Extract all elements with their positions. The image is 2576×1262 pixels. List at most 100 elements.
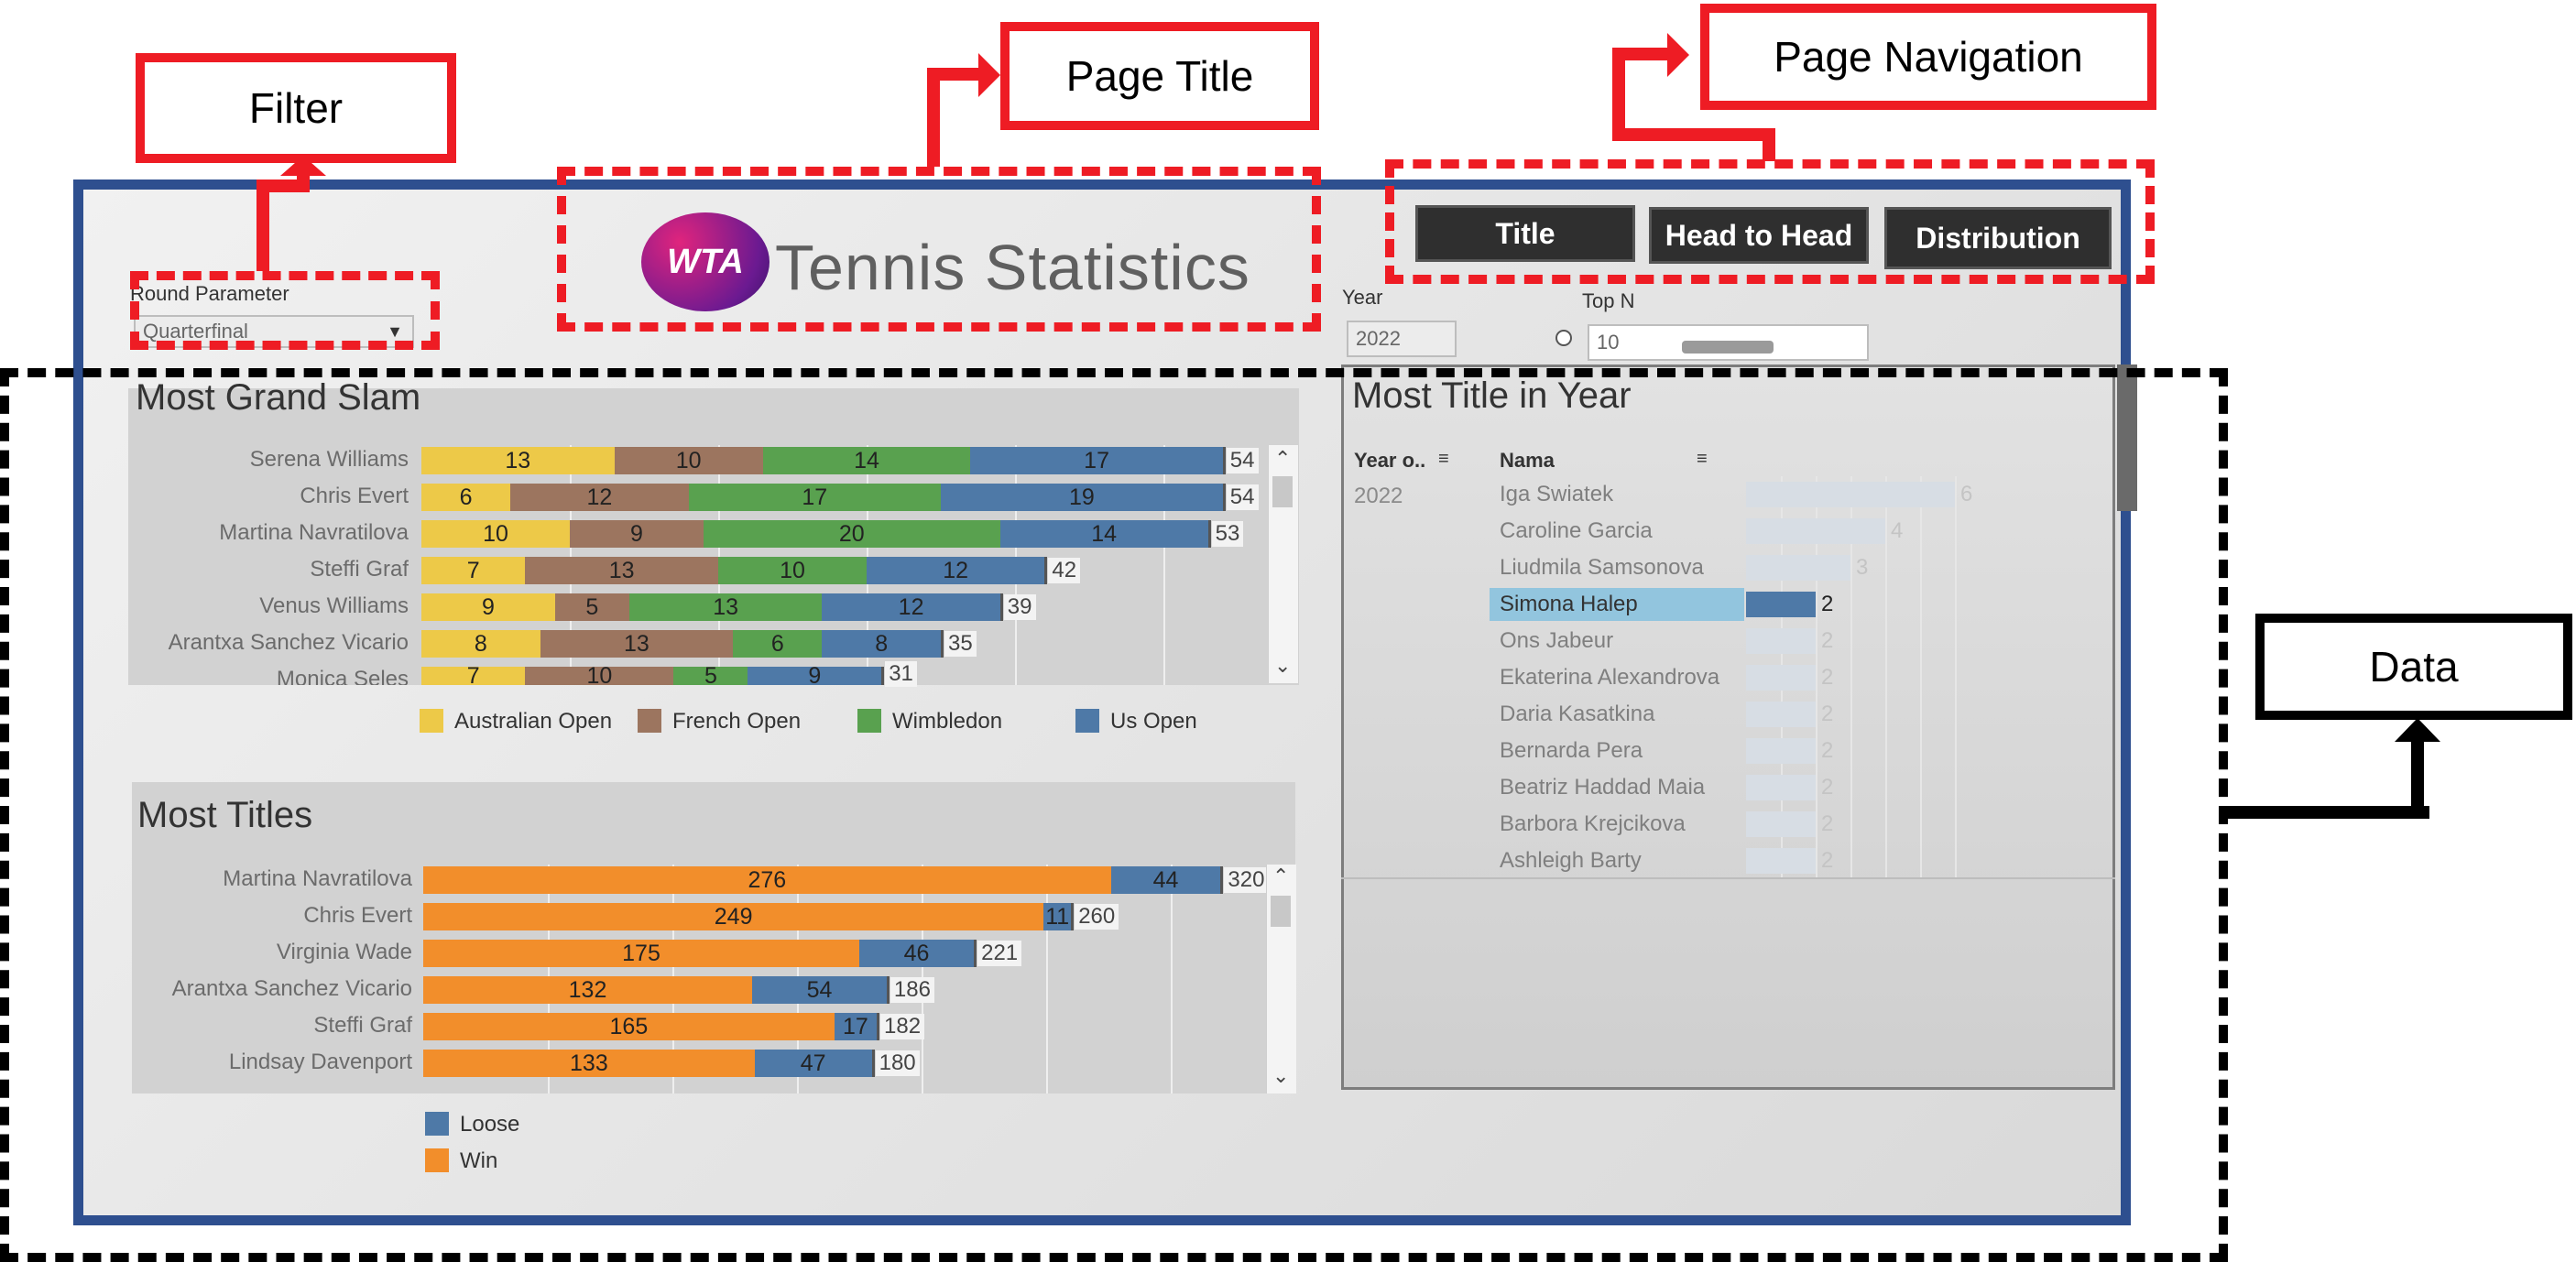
name-cell[interactable]: Ekaterina Alexandrova bbox=[1500, 665, 1720, 690]
bar-segment: 10 bbox=[421, 520, 570, 548]
bar-end-marker bbox=[974, 940, 977, 967]
bar-end-marker bbox=[1222, 447, 1226, 474]
bar[interactable] bbox=[1746, 665, 1816, 691]
sort-icon[interactable]: ≡ bbox=[1438, 449, 1449, 469]
name-cell[interactable]: Iga Swiatek bbox=[1500, 482, 1614, 506]
value-label: 6 bbox=[1960, 482, 1973, 506]
scroll-up-icon[interactable]: ⌃ bbox=[1272, 865, 1290, 887]
bar-end-marker bbox=[999, 593, 1003, 621]
total-label: 53 bbox=[1211, 521, 1244, 547]
category-label: Chris Evert bbox=[300, 484, 409, 508]
bar[interactable] bbox=[1746, 482, 1955, 507]
legend-swatch[interactable] bbox=[420, 709, 443, 733]
col-year-header[interactable]: Year o.. bbox=[1354, 449, 1426, 472]
name-cell[interactable]: Ashleigh Barty bbox=[1500, 848, 1642, 873]
bar[interactable] bbox=[1746, 702, 1816, 727]
radio-icon[interactable] bbox=[1555, 330, 1572, 346]
value-label: 2 bbox=[1821, 738, 1834, 763]
total-label: 35 bbox=[944, 631, 977, 657]
bar-segment: 10 bbox=[525, 667, 674, 685]
bar[interactable] bbox=[1746, 811, 1816, 837]
legend-swatch[interactable] bbox=[857, 709, 881, 733]
arrow-right-icon bbox=[1667, 33, 1689, 77]
name-cell[interactable]: Ons Jabeur bbox=[1500, 628, 1614, 653]
bar-segment: 20 bbox=[703, 520, 1000, 548]
chevron-down-icon: ▼ bbox=[387, 321, 403, 341]
total-label: 54 bbox=[1226, 448, 1259, 473]
bar-segment: 8 bbox=[421, 630, 540, 658]
bar[interactable] bbox=[1746, 555, 1850, 581]
title-in-year-title: Most Title in Year bbox=[1352, 375, 1632, 416]
nav-distribution-button[interactable]: Distribution bbox=[1884, 207, 2112, 269]
connector-line bbox=[2411, 740, 2424, 819]
scroll-thumb[interactable] bbox=[1272, 476, 1293, 507]
legend-label[interactable]: Us Open bbox=[1110, 709, 1197, 734]
value-label: 2 bbox=[1821, 811, 1834, 836]
round-parameter-value: Quarterfinal bbox=[143, 320, 248, 343]
gridline bbox=[1046, 865, 1048, 1093]
name-cell[interactable]: Barbora Krejcikova bbox=[1500, 811, 1686, 836]
connector-line bbox=[927, 68, 940, 167]
bar-end-marker bbox=[1220, 866, 1224, 894]
bar-segment: 12 bbox=[510, 484, 689, 511]
top-n-input[interactable]: 10 bbox=[1588, 324, 1869, 361]
legend-label[interactable]: Win bbox=[460, 1148, 498, 1173]
scroll-thumb[interactable] bbox=[1271, 896, 1291, 927]
name-cell[interactable]: Daria Kasatkina bbox=[1500, 702, 1655, 726]
legend-label[interactable]: Australian Open bbox=[454, 709, 613, 734]
bar-segment: 13 bbox=[421, 447, 615, 474]
category-label: Virginia Wade bbox=[276, 940, 412, 964]
nav-head-to-head-button[interactable]: Head to Head bbox=[1649, 207, 1869, 264]
bar[interactable] bbox=[1746, 592, 1816, 617]
scroll-up-icon[interactable]: ⌃ bbox=[1274, 447, 1292, 470]
year-field[interactable]: 2022 bbox=[1347, 321, 1457, 357]
name-cell[interactable]: Bernarda Pera bbox=[1500, 738, 1643, 763]
total-label: 182 bbox=[880, 1014, 925, 1039]
bar[interactable] bbox=[1746, 628, 1816, 654]
toolbar-strip[interactable] bbox=[2117, 364, 2137, 511]
data-callout: Data bbox=[2255, 614, 2572, 720]
bar-segment: 19 bbox=[941, 484, 1223, 511]
nav-title-button[interactable]: Title bbox=[1415, 205, 1635, 262]
slider-handle[interactable] bbox=[1682, 341, 1774, 354]
scroll-down-icon[interactable]: ⌄ bbox=[1274, 654, 1292, 677]
legend-label[interactable]: French Open bbox=[672, 709, 802, 734]
year-cell: 2022 bbox=[1354, 484, 1403, 508]
bar-segment-win: 276 bbox=[423, 866, 1111, 894]
bar-segment: 6 bbox=[421, 484, 511, 511]
value-label: 2 bbox=[1821, 702, 1834, 726]
name-cell[interactable]: Beatriz Haddad Maia bbox=[1500, 775, 1706, 800]
legend-swatch[interactable] bbox=[425, 1148, 449, 1172]
value-label: 2 bbox=[1821, 592, 1834, 616]
name-cell[interactable]: Caroline Garcia bbox=[1500, 518, 1653, 543]
sort-icon[interactable]: ≡ bbox=[1697, 449, 1708, 469]
bar[interactable] bbox=[1746, 518, 1885, 544]
col-name-header[interactable]: Nama bbox=[1500, 449, 1555, 472]
legend-swatch[interactable] bbox=[425, 1112, 449, 1136]
value-label: 4 bbox=[1891, 518, 1904, 543]
legend-swatch[interactable] bbox=[638, 709, 661, 733]
total-label: 180 bbox=[875, 1050, 920, 1076]
bar-end-marker bbox=[1071, 903, 1075, 930]
name-cell[interactable]: Simona Halep bbox=[1500, 592, 1638, 616]
category-label: Martina Navratilova bbox=[219, 520, 409, 545]
table-divider bbox=[1341, 877, 2115, 879]
scroll-down-icon[interactable]: ⌄ bbox=[1272, 1064, 1290, 1087]
bar[interactable] bbox=[1746, 738, 1816, 764]
gridline bbox=[1920, 476, 1922, 879]
legend-label[interactable]: Wimbledon bbox=[892, 709, 1003, 734]
bar[interactable] bbox=[1746, 775, 1816, 800]
bar[interactable] bbox=[1746, 848, 1816, 874]
bar-segment-win: 132 bbox=[423, 976, 753, 1004]
connector-line bbox=[1612, 48, 1625, 139]
gridline bbox=[1850, 476, 1852, 879]
bar-segment: 7 bbox=[421, 667, 526, 685]
legend-swatch[interactable] bbox=[1075, 709, 1099, 733]
grand-slam-scrollbar[interactable] bbox=[1268, 445, 1298, 683]
year-label: Year bbox=[1342, 286, 1383, 309]
bar-segment: 10 bbox=[718, 557, 867, 584]
titles-scrollbar[interactable] bbox=[1266, 865, 1296, 1093]
total-label: 42 bbox=[1048, 558, 1081, 583]
name-cell[interactable]: Liudmila Samsonova bbox=[1500, 555, 1704, 580]
legend-label[interactable]: Loose bbox=[460, 1112, 520, 1137]
